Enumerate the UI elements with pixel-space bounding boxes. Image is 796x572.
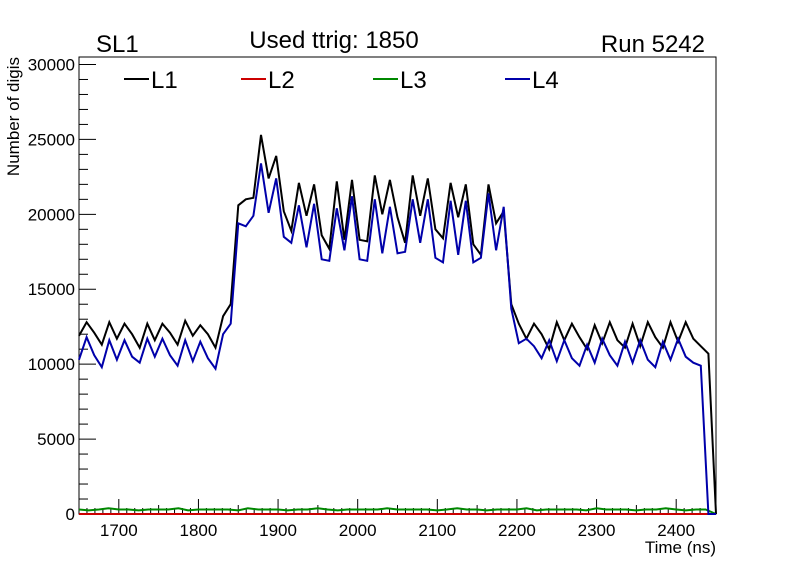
legend-label: L2 bbox=[268, 67, 295, 94]
x-tick-label: 2400 bbox=[657, 521, 695, 540]
series-line-l4 bbox=[78, 163, 716, 515]
header-right: Run 5242 bbox=[601, 31, 705, 58]
header-left: SL1 bbox=[96, 31, 139, 58]
y-tick-label: 15000 bbox=[28, 280, 75, 299]
chart-title: Used ttrig: 1850 bbox=[249, 27, 418, 54]
series-line-l3 bbox=[78, 507, 717, 515]
legend-label: L3 bbox=[400, 67, 427, 94]
legend-entry-l1: L1 bbox=[124, 67, 178, 94]
x-tick-label: 2200 bbox=[498, 521, 536, 540]
x-axis: 1700 1800 1900 2000 2100 2200 2300 2400 bbox=[78, 499, 717, 540]
y-tick-label: 0 bbox=[66, 505, 75, 524]
y-tick-label: 20000 bbox=[28, 205, 75, 224]
y-tick-label: 30000 bbox=[28, 55, 75, 74]
legend: L1 L2 L3 L4 bbox=[124, 67, 559, 94]
y-axis: 0 5000 10000 15000 20000 25000 30000 bbox=[28, 55, 96, 524]
y-tick-label: 10000 bbox=[28, 355, 75, 374]
legend-entry-l2: L2 bbox=[241, 67, 295, 94]
legend-label: L4 bbox=[532, 67, 559, 94]
y-tick-label: 5000 bbox=[37, 430, 75, 449]
y-axis-label: Number of digis bbox=[4, 57, 23, 176]
x-tick-label: 2100 bbox=[418, 521, 456, 540]
x-tick-label: 1700 bbox=[100, 521, 138, 540]
x-axis-label: Time (ns) bbox=[645, 538, 716, 557]
legend-entry-l3: L3 bbox=[373, 67, 427, 94]
x-tick-label: 2000 bbox=[339, 521, 377, 540]
y-tick-label: 25000 bbox=[28, 130, 75, 149]
legend-entry-l4: L4 bbox=[505, 67, 559, 94]
x-tick-label: 1900 bbox=[259, 521, 297, 540]
x-tick-label: 2300 bbox=[578, 521, 616, 540]
series-line-l1 bbox=[78, 134, 717, 515]
series-group bbox=[78, 134, 717, 515]
x-tick-label: 1800 bbox=[180, 521, 218, 540]
legend-label: L1 bbox=[151, 67, 178, 94]
